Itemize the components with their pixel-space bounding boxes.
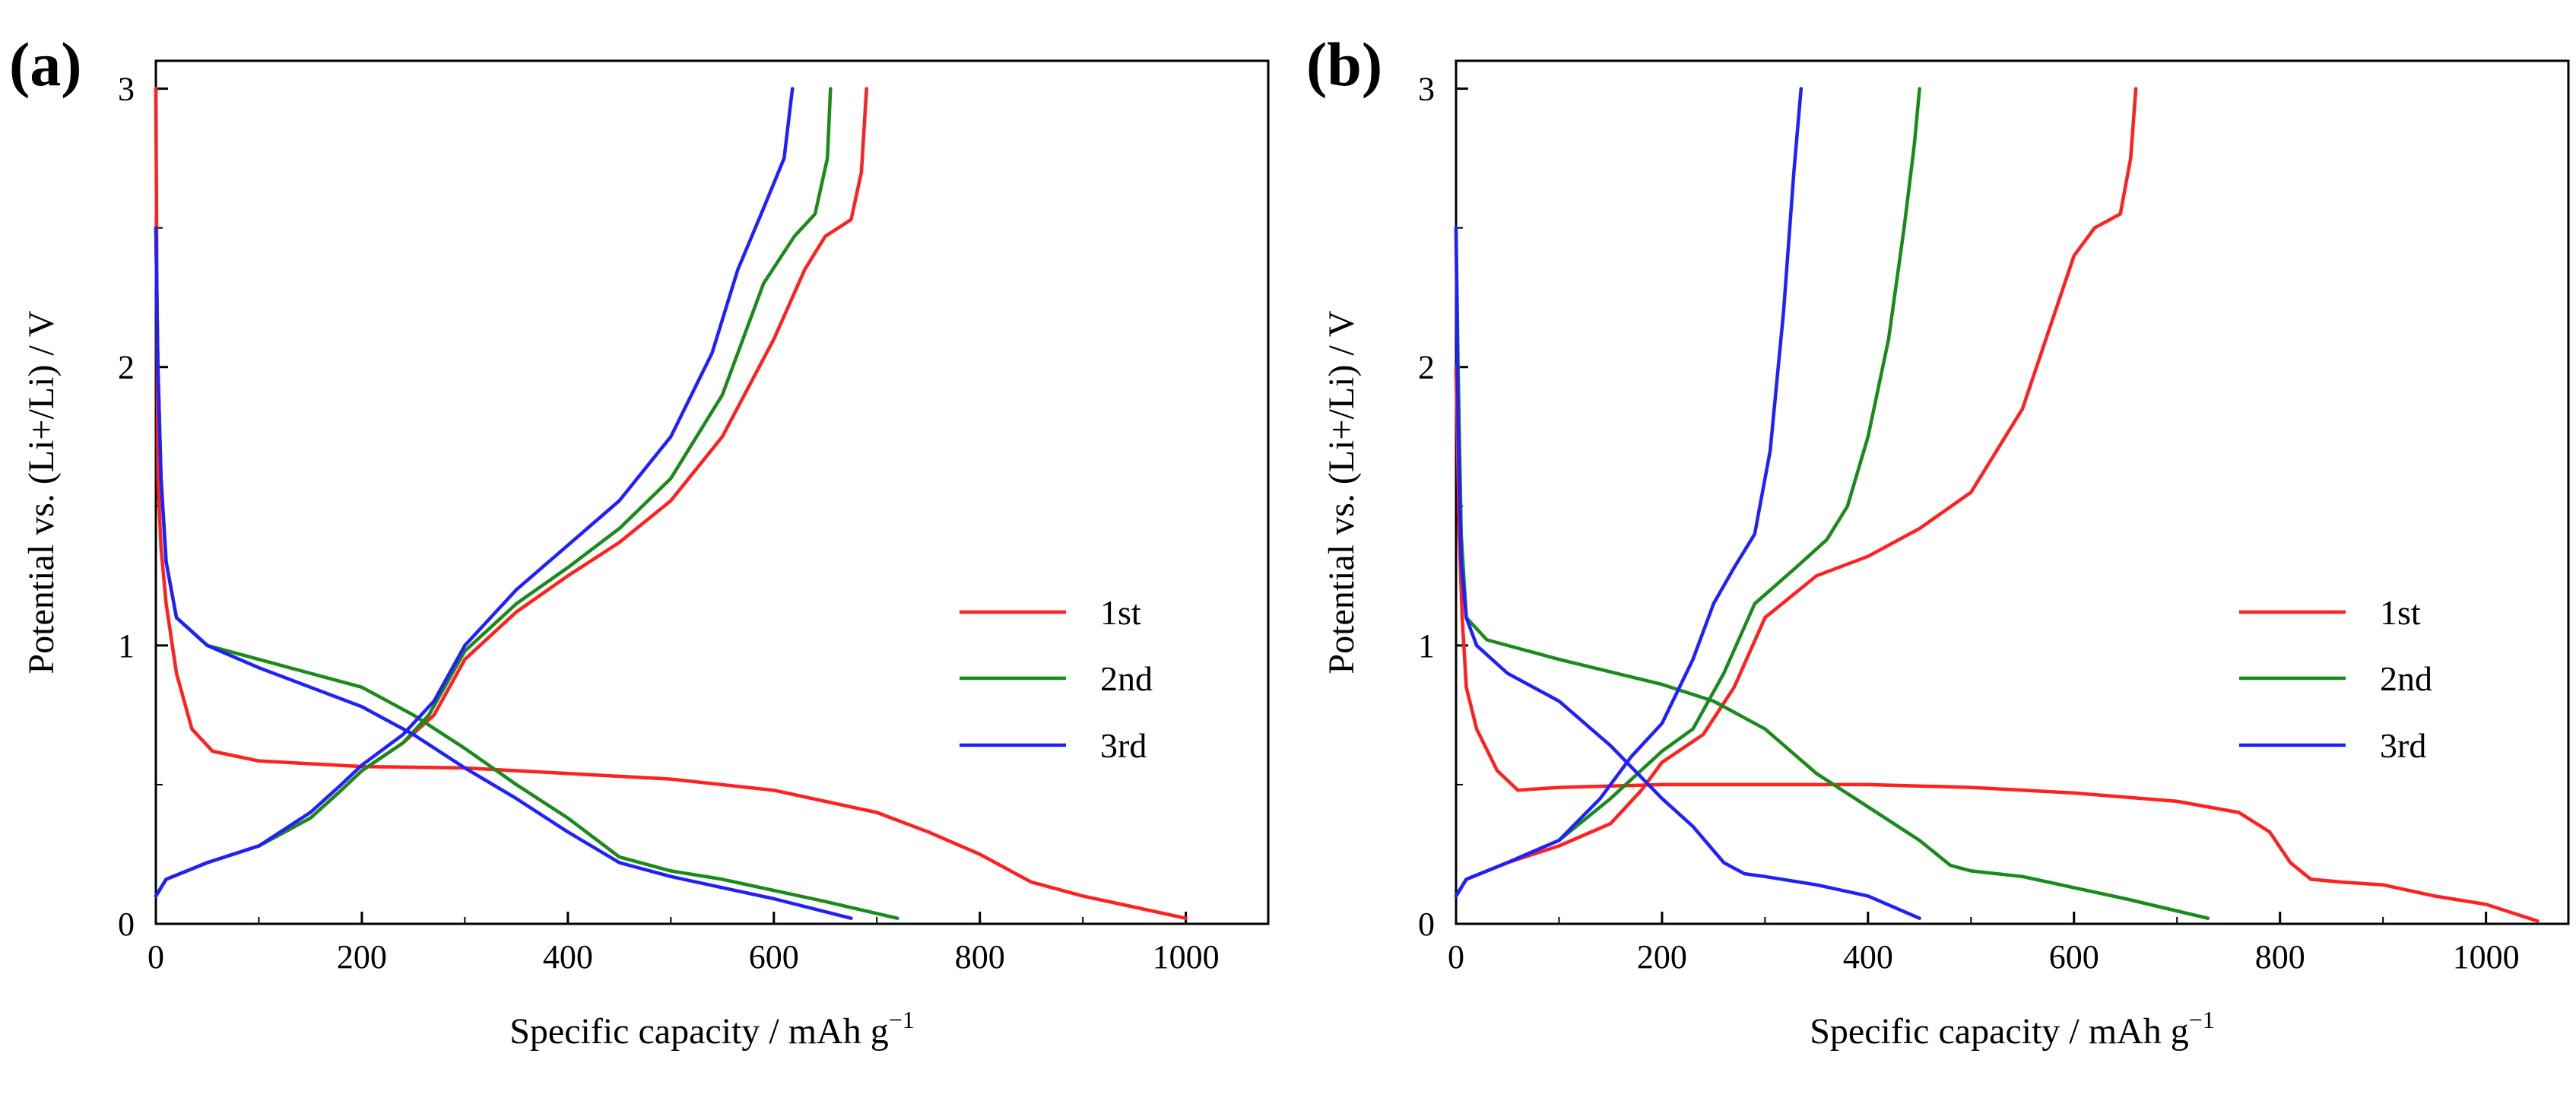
- legend-label-1st: 1st: [2380, 593, 2421, 632]
- plot-frame: [1455, 59, 2570, 925]
- legend-label-2nd: 2nd: [2380, 659, 2432, 698]
- x-axis-title-superscript: −1: [2189, 1006, 2215, 1033]
- x-tick-label: 400: [543, 938, 593, 976]
- x-tick-label: 1000: [1153, 938, 1220, 976]
- panel-label: (b): [1306, 30, 1382, 99]
- legend-label-1st: 1st: [1100, 593, 1141, 632]
- y-tick-label: 3: [1418, 71, 1435, 108]
- x-axis-title-text: Specific capacity / mAh g: [509, 1011, 889, 1052]
- y-tick-label: 2: [1418, 349, 1435, 386]
- x-tick-label: 200: [1637, 938, 1687, 976]
- y-axis-title: Potential vs. (Li+/Li) / V: [1321, 310, 1362, 674]
- panel-b: 0 200 400 600 800 1000 0 1 2 3 Specific capacity /…: [1306, 30, 2570, 1052]
- x-tick-label: 800: [2255, 938, 2305, 976]
- panel-a: 0 200 400 600 800 1000 0 1 2 3 Specific capacity /…: [9, 30, 1270, 1052]
- x-tick-label: 400: [1843, 938, 1893, 976]
- series-3rd-charge-line: [154, 87, 795, 898]
- x-tick-label: 200: [337, 938, 387, 976]
- x-tick-label: 0: [148, 938, 164, 976]
- y-tick-label: 3: [118, 71, 135, 108]
- series-2nd-charge-line: [1454, 87, 1921, 898]
- series-2nd-discharge-line: [1454, 226, 2210, 920]
- legend-label-3rd: 3rd: [1100, 726, 1147, 765]
- panel-label: (a): [9, 30, 82, 99]
- plot-frame: [154, 59, 1270, 925]
- series-2nd-charge-line: [154, 87, 833, 898]
- series-3rd-discharge-line: [1454, 226, 1921, 920]
- series-1st-discharge-line: [154, 87, 1188, 920]
- x-tick-label: 800: [955, 938, 1005, 976]
- x-tick-label: 0: [1448, 938, 1464, 976]
- series-1st-charge-line: [1454, 87, 2138, 898]
- series-3rd-charge-line: [1454, 87, 1804, 898]
- series-3rd-discharge-line: [154, 226, 853, 920]
- series-1st-discharge-line: [1454, 365, 2540, 923]
- y-tick-label: 1: [118, 627, 135, 665]
- y-tick-label: 1: [1418, 627, 1435, 665]
- y-tick-label: 2: [118, 349, 135, 386]
- y-tick-label: 0: [118, 906, 135, 943]
- series-1st-charge-line: [154, 87, 868, 898]
- x-axis-title-text: Specific capacity / mAh g: [1810, 1011, 2189, 1052]
- x-axis-title: Specific capacity / mAh g−1: [509, 1006, 915, 1052]
- x-tick-label: 1000: [2453, 938, 2520, 976]
- x-axis-title-superscript: −1: [889, 1006, 915, 1033]
- y-tick-label: 0: [1418, 906, 1435, 943]
- legend-label-2nd: 2nd: [1100, 659, 1153, 698]
- x-tick-label: 600: [749, 938, 799, 976]
- y-axis-title: Potential vs. (Li+/Li) / V: [21, 310, 62, 674]
- x-axis-title: Specific capacity / mAh g−1: [1810, 1006, 2215, 1052]
- legend-label-3rd: 3rd: [2380, 726, 2426, 765]
- x-tick-label: 600: [2049, 938, 2099, 976]
- series-2nd-discharge-line: [154, 226, 899, 920]
